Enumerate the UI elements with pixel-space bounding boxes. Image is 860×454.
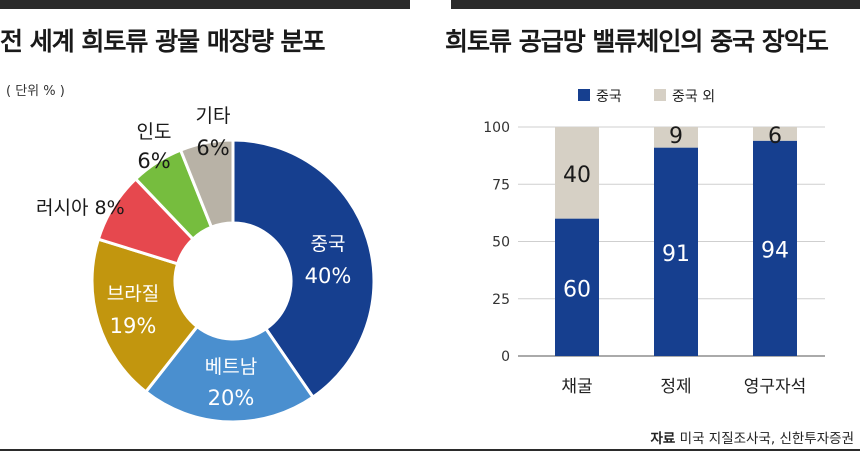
bar-2-series-1 xyxy=(654,147,698,356)
y-tick-label-5: 100 xyxy=(483,120,510,136)
pie-label-name-6: 기타 xyxy=(196,105,231,127)
x-tick-label-1: 채굴 xyxy=(561,377,592,397)
source-label: 자료 xyxy=(650,431,676,447)
y-tick-label-3: 50 xyxy=(492,235,510,251)
pie-label-name-1: 중국 xyxy=(311,233,346,255)
pie-slice-6 xyxy=(178,138,235,230)
y-tick-label-2: 25 xyxy=(492,292,510,308)
bar-3-series-1 xyxy=(753,140,797,356)
pie-slice-3 xyxy=(90,237,200,394)
right-top-bar xyxy=(451,0,860,9)
legend-label-2: 중국 외 xyxy=(672,89,715,105)
pie-label-name-3: 브라질 xyxy=(107,283,159,305)
bar-value-3-1: 94 xyxy=(761,238,789,263)
bar-value-1-1: 60 xyxy=(563,277,591,302)
bar-value-2-1: 91 xyxy=(662,242,690,267)
pie-slice-1 xyxy=(231,138,376,400)
source-text: 미국 지질조사국, 신한투자증권 xyxy=(679,431,854,447)
pie-chart: 중국 40% 베트남 20% 브라질 19% 러시아 8% 인도 6% 기타 6% xyxy=(36,105,376,424)
pie-label-value-6: 6% xyxy=(196,136,229,160)
pie-label-value-2: 20% xyxy=(208,386,255,410)
legend-label-1: 중국 xyxy=(596,89,622,105)
legend-swatch-1 xyxy=(578,89,590,101)
left-top-bar xyxy=(0,0,410,9)
y-tick-label-4: 75 xyxy=(492,177,510,193)
pie-label-4: 러시아 8% xyxy=(36,197,125,219)
pie-chart-title: 전 세계 희토류 광물 매장량 분포 xyxy=(0,27,326,56)
x-tick-label-2: 정제 xyxy=(660,377,691,397)
pie-slice-2 xyxy=(143,324,316,424)
pie-unit-label: ( 단위 % ) xyxy=(6,84,65,99)
pie-label-value-3: 19% xyxy=(110,314,157,338)
x-tick-label-3: 영구자석 xyxy=(744,377,807,397)
pie-label-name-5: 인도 xyxy=(137,121,172,143)
pie-label-value-5: 6% xyxy=(137,149,170,173)
bar-value-2-2: 9 xyxy=(669,124,683,149)
bar-1-series-1 xyxy=(555,218,599,356)
legend-swatch-2 xyxy=(654,89,666,101)
y-tick-label-1: 0 xyxy=(501,349,510,365)
bottom-rule xyxy=(0,449,860,451)
bar-value-1-2: 40 xyxy=(563,163,591,188)
bar-chart-title: 희토류 공급망 밸류체인의 중국 장악도 xyxy=(445,27,829,56)
pie-label-name-2: 베트남 xyxy=(205,356,257,378)
bar-value-3-2: 6 xyxy=(768,124,782,149)
bar-1-series-2 xyxy=(555,127,599,219)
source-note: 자료 미국 지질조사국, 신한투자증권 xyxy=(651,427,854,447)
bar-2-series-2 xyxy=(654,127,698,148)
pie-label-value-1: 40% xyxy=(305,264,352,288)
bar-3-series-2 xyxy=(753,127,797,141)
